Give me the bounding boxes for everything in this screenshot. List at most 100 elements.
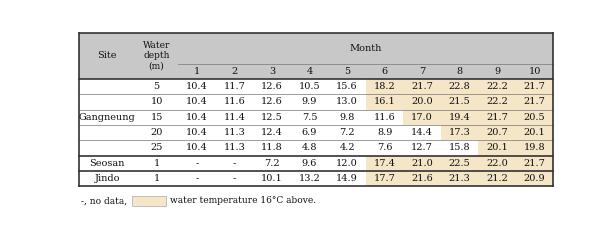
Bar (366, 110, 403, 125)
Bar (79, 33, 135, 64)
Bar (479, 79, 516, 94)
Text: 12.6: 12.6 (261, 82, 283, 91)
Bar (79, 64, 135, 79)
Text: 20.9: 20.9 (524, 174, 546, 183)
Text: 13.2: 13.2 (299, 174, 320, 183)
Bar (178, 79, 216, 94)
Text: 12.6: 12.6 (261, 97, 283, 106)
Text: 17.4: 17.4 (374, 159, 395, 168)
Bar (328, 171, 366, 186)
Text: 15.6: 15.6 (336, 82, 358, 91)
Bar (253, 94, 291, 110)
Bar (516, 64, 553, 79)
Text: 8: 8 (456, 67, 463, 76)
Text: 21.2: 21.2 (486, 174, 508, 183)
Text: 5: 5 (344, 67, 350, 76)
Bar (516, 79, 553, 94)
Bar (291, 125, 328, 140)
Bar (328, 110, 366, 125)
Bar (366, 125, 403, 140)
Bar (79, 79, 135, 94)
Text: 4.8: 4.8 (302, 143, 317, 152)
Bar (135, 110, 178, 125)
Bar (79, 156, 135, 171)
Text: 10: 10 (150, 97, 163, 106)
Bar (441, 140, 479, 156)
Text: 19.8: 19.8 (524, 143, 546, 152)
Bar (216, 94, 253, 110)
Text: 1: 1 (153, 159, 160, 168)
Bar (178, 125, 216, 140)
Text: 10.5: 10.5 (299, 82, 320, 91)
Bar (441, 64, 479, 79)
Text: 20: 20 (150, 128, 163, 137)
Text: 11.3: 11.3 (224, 143, 245, 152)
Bar (178, 33, 216, 64)
Bar (441, 125, 479, 140)
Text: 21.3: 21.3 (448, 174, 471, 183)
Text: 20.1: 20.1 (524, 128, 546, 137)
Bar (216, 79, 253, 94)
Text: Gangneung: Gangneung (79, 113, 136, 122)
Bar (479, 94, 516, 110)
Text: 13.0: 13.0 (336, 97, 358, 106)
Bar (178, 156, 216, 171)
Bar (291, 171, 328, 186)
Text: 22.0: 22.0 (486, 159, 508, 168)
Text: 5: 5 (153, 82, 160, 91)
Bar (253, 171, 291, 186)
Bar (479, 33, 516, 64)
Text: 7: 7 (419, 67, 425, 76)
Text: 11.3: 11.3 (224, 128, 245, 137)
Text: 18.2: 18.2 (374, 82, 395, 91)
Bar (441, 33, 479, 64)
Text: 16.1: 16.1 (374, 97, 395, 106)
Text: 11.8: 11.8 (261, 143, 283, 152)
Bar (441, 171, 479, 186)
Bar (253, 33, 291, 64)
Text: 21.7: 21.7 (411, 82, 433, 91)
Text: 12.7: 12.7 (411, 143, 433, 152)
Bar (366, 156, 403, 171)
Text: 7.5: 7.5 (302, 113, 317, 122)
Text: 4: 4 (306, 67, 313, 76)
Text: 20.5: 20.5 (524, 113, 546, 122)
Bar (216, 171, 253, 186)
Bar (135, 171, 178, 186)
Bar (366, 140, 403, 156)
Bar (135, 94, 178, 110)
Bar (291, 79, 328, 94)
Text: 12.0: 12.0 (336, 159, 358, 168)
Bar (79, 94, 135, 110)
Text: 21.7: 21.7 (524, 82, 546, 91)
Text: 4.2: 4.2 (339, 143, 355, 152)
Text: -: - (233, 174, 236, 183)
Text: 10.4: 10.4 (186, 113, 208, 122)
Text: -, no data,: -, no data, (81, 196, 127, 205)
Bar (403, 140, 441, 156)
Bar (178, 171, 216, 186)
Text: 9.6: 9.6 (302, 159, 317, 168)
Bar (178, 140, 216, 156)
Bar (216, 125, 253, 140)
Text: 12.5: 12.5 (261, 113, 283, 122)
Bar (403, 94, 441, 110)
Text: Water
depth
(m): Water depth (m) (143, 41, 170, 71)
Bar (516, 171, 553, 186)
Text: 9: 9 (494, 67, 500, 76)
Text: 12.4: 12.4 (261, 128, 283, 137)
Text: 25: 25 (150, 143, 163, 152)
Text: 22.2: 22.2 (486, 97, 508, 106)
Bar (253, 125, 291, 140)
Bar (479, 171, 516, 186)
Bar (366, 79, 403, 94)
Bar (135, 140, 178, 156)
Text: 21.7: 21.7 (486, 113, 508, 122)
Bar (216, 110, 253, 125)
Bar (178, 94, 216, 110)
Text: 9.9: 9.9 (302, 97, 317, 106)
Bar (403, 171, 441, 186)
Bar (216, 33, 253, 64)
Bar (135, 64, 178, 79)
Bar (516, 33, 553, 64)
